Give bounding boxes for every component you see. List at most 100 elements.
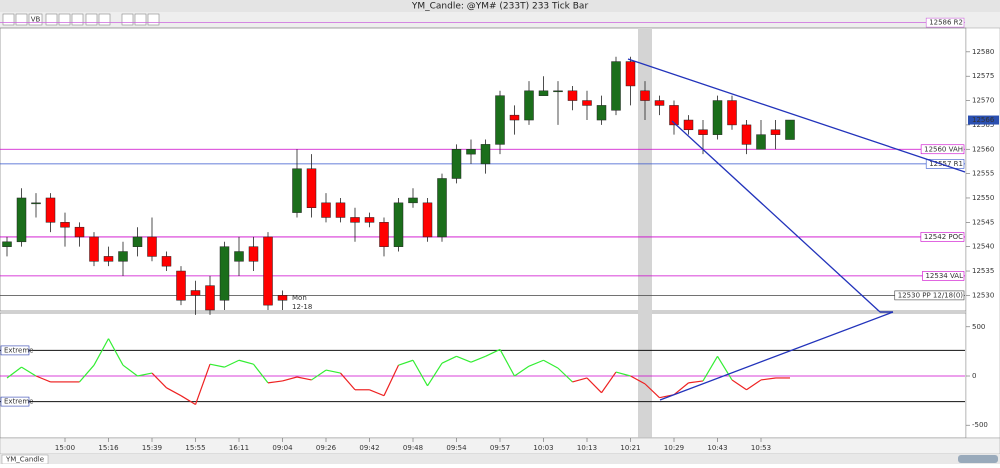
candle-body xyxy=(364,217,375,223)
selected-bar-highlight xyxy=(638,28,652,438)
oscillator-segment xyxy=(514,365,530,377)
oscillator-segment xyxy=(296,376,312,381)
toolbar-label[interactable]: VB xyxy=(31,16,41,24)
candle-body xyxy=(161,256,172,267)
candle-body xyxy=(727,100,737,126)
candle-body xyxy=(292,168,302,213)
x-tick-label: 16:11 xyxy=(229,444,249,452)
oscillator-segment xyxy=(238,359,254,365)
tool-icon[interactable] xyxy=(2,13,15,26)
tab-bar xyxy=(0,454,1000,464)
candle-body xyxy=(118,251,128,262)
candle-body xyxy=(176,270,186,301)
candle-body xyxy=(625,61,636,87)
level-label: 12534 VAL xyxy=(925,272,963,280)
plot-layer: 12530 12535 12540 12545 12550 12555 12560 12565… xyxy=(0,17,999,452)
level-label: 12530 PP 12/18(0) xyxy=(898,291,964,299)
oscillator-segment xyxy=(369,389,385,397)
oscillator-segment xyxy=(107,338,124,366)
candle-body xyxy=(205,285,215,311)
candle-body xyxy=(89,236,99,262)
oscillator-segment xyxy=(731,379,747,391)
y-tick-label: 12540 xyxy=(972,243,994,251)
candle-body xyxy=(683,119,694,131)
oscillator-segment xyxy=(180,395,196,406)
level-label: 12586 R2 xyxy=(929,19,963,27)
y-tick-label: 0 xyxy=(972,372,976,380)
y-tick-label: 12565 xyxy=(972,121,994,129)
candle-body xyxy=(640,90,650,101)
price-axis xyxy=(965,27,1000,439)
oscillator-segment xyxy=(716,356,733,381)
candle-body xyxy=(335,202,346,218)
tool-icon[interactable] xyxy=(85,13,98,26)
toolbar xyxy=(0,12,1000,28)
candle-body xyxy=(132,236,143,247)
x-tick-label: 10:13 xyxy=(577,444,597,452)
level-label: 12560 VAH xyxy=(924,145,963,153)
oscillator-segment xyxy=(6,366,22,379)
price-panel xyxy=(0,27,967,312)
oscillator-segment xyxy=(383,364,400,396)
tool-icon[interactable] xyxy=(147,13,160,26)
candle-body xyxy=(147,236,157,257)
x-tick-label: 10:21 xyxy=(620,444,640,452)
oscillator-segment xyxy=(572,377,588,383)
tab-label[interactable]: YM_Candle xyxy=(5,456,44,464)
tool-icon[interactable] xyxy=(28,13,43,26)
candle-body xyxy=(393,202,404,247)
last-price-box xyxy=(968,115,999,125)
candle-body xyxy=(524,90,534,121)
level-label-box xyxy=(925,159,965,169)
candle-body xyxy=(451,149,462,179)
oscillator-segment xyxy=(485,348,501,357)
scrollbar[interactable] xyxy=(958,455,998,463)
y-tick-label: 12580 xyxy=(972,48,994,56)
y-tick-label: 12570 xyxy=(972,97,994,105)
oscillator-segment xyxy=(137,372,153,377)
x-tick-label: 15:00 xyxy=(55,444,75,452)
candle-body xyxy=(60,222,70,228)
candle-body xyxy=(538,90,549,96)
tool-icon[interactable] xyxy=(71,13,84,26)
tool-icon[interactable] xyxy=(134,13,147,26)
candle-body xyxy=(785,119,795,140)
oscillator-segment xyxy=(615,371,631,377)
oscillator-segment xyxy=(630,375,646,385)
candle-body xyxy=(306,168,317,208)
oscillator-segment xyxy=(311,369,327,381)
candle-body xyxy=(74,226,85,238)
oscillator-segment xyxy=(673,382,689,396)
oscillator-segment xyxy=(456,355,472,363)
trend-line[interactable] xyxy=(659,311,894,401)
tool-icon[interactable] xyxy=(98,13,111,26)
oscillator-segment xyxy=(21,366,37,377)
oscillator-segment xyxy=(702,356,719,382)
level-label-box xyxy=(925,17,965,28)
trend-line[interactable] xyxy=(671,120,881,313)
session-annotation: Mon xyxy=(292,294,307,302)
candle-body xyxy=(741,124,752,145)
candle-body xyxy=(2,241,12,247)
extreme-label: Extreme xyxy=(4,398,33,406)
candle-body xyxy=(611,61,621,111)
trend-line[interactable] xyxy=(627,58,966,173)
candle-body xyxy=(219,246,230,301)
candle-body xyxy=(553,90,563,93)
tool-icon[interactable] xyxy=(121,13,134,26)
x-tick-label: 15:16 xyxy=(98,444,119,452)
candle-body xyxy=(422,202,433,238)
candle-body xyxy=(669,105,679,126)
oscillator-segment xyxy=(224,359,240,368)
oscillator-segment xyxy=(398,359,414,366)
oscillator-segment xyxy=(79,364,95,383)
candle-body xyxy=(437,178,447,238)
candle-body xyxy=(408,197,418,204)
tool-icon[interactable] xyxy=(45,13,58,26)
tool-icon[interactable] xyxy=(58,13,71,26)
tool-icon[interactable] xyxy=(15,13,28,26)
y-tick-label: -500 xyxy=(972,421,988,429)
extreme-label-box xyxy=(0,345,30,356)
